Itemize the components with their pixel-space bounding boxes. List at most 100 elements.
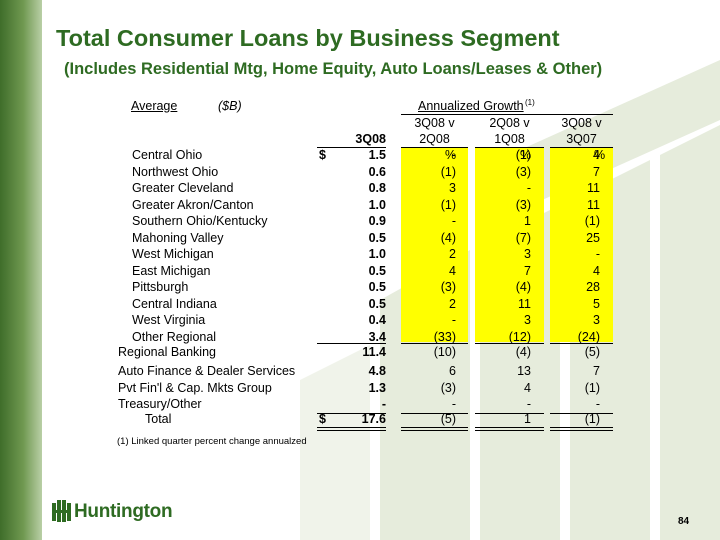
row-3q08-value: 0.8 [368, 181, 386, 195]
row-3q08-value: 0.5 [368, 296, 386, 311]
row-growth-3q08-2q08: 2 [449, 247, 456, 261]
subtotal-rule-col3 [475, 343, 544, 344]
row-growth-3q08-3q07: 11 [587, 181, 600, 195]
total-double-rule-col3 [475, 427, 544, 431]
row-growth-3q08-3q07: 28 [586, 280, 600, 294]
row-label: Central Ohio [132, 148, 203, 162]
row-growth-3q08-2q08: 4 [449, 263, 456, 278]
row-3q08-value: 0.9 [368, 214, 386, 228]
row-growth-3q08-2q08: (3) [440, 280, 456, 294]
row-growth-3q08-2q08: (4) [440, 230, 456, 245]
row-growth-2q08-1q08: - [526, 181, 531, 195]
row-3q08-value: 1.5 [368, 148, 386, 162]
total-double-rule-col4 [550, 427, 613, 431]
row-label: Greater Cleveland [132, 181, 234, 195]
row-3q08-value: 1.0 [368, 197, 386, 212]
row-growth-3q08-3q07: 4 [593, 263, 600, 278]
row-growth-3q08-3q07: (24) [577, 329, 600, 344]
row-label: Greater Akron/Canton [132, 197, 254, 212]
row-growth-3q08-3q07: 3 [593, 313, 600, 327]
row-growth-3q08-3q07: 11 [587, 197, 600, 212]
header-rule-col1 [317, 147, 386, 148]
row-growth-2q08-1q08: (4) [515, 345, 531, 359]
row-growth-3q08-2q08: - [451, 148, 456, 162]
page-subtitle: (Includes Residential Mtg, Home Equity, … [64, 60, 603, 78]
row-label: Regional Banking [118, 345, 216, 359]
row-growth-2q08-1q08: (3) [515, 197, 531, 212]
row-growth-2q08-1q08: (7) [515, 230, 531, 245]
header-rule-col3 [475, 147, 544, 148]
row-growth-3q08-2q08: - [451, 397, 456, 411]
row-label: East Michigan [132, 263, 211, 278]
row-3q08-value: 17.6 [361, 412, 386, 426]
row-3q08-value: 0.5 [368, 230, 386, 245]
total-top-rule-col3 [475, 413, 544, 414]
row-growth-3q08-3q07: 25 [586, 230, 600, 245]
row-3q08-value: 4.8 [368, 364, 386, 378]
header-3q08: 3Q08 [355, 132, 386, 146]
header-col2-a: 3Q08 v [414, 116, 455, 130]
row-growth-3q08-3q07: 4 [593, 148, 600, 162]
row-label: Northwest Ohio [132, 164, 219, 179]
header-growth-underline [401, 114, 613, 115]
header-col3-a: 2Q08 v [489, 116, 530, 130]
header-unit: ($B) [218, 99, 242, 113]
row-label: West Michigan [132, 247, 214, 261]
row-3q08-value: 0.5 [368, 263, 386, 278]
row-label: Mahoning Valley [132, 230, 224, 245]
row-growth-2q08-1q08: 3 [524, 247, 531, 261]
row-label: Treasury/Other [118, 397, 202, 411]
subtotal-rule-col2 [401, 343, 468, 344]
row-label: Auto Finance & Dealer Services [118, 364, 296, 378]
row-3q08-value: 0.6 [368, 164, 386, 179]
row-3q08-value: 0.4 [368, 313, 386, 327]
total-top-rule-col4 [550, 413, 613, 414]
row-growth-3q08-2q08: 2 [449, 296, 456, 311]
row-growth-3q08-3q07: (5) [584, 345, 600, 359]
page-title: Total Consumer Loans by Business Segment [56, 25, 560, 51]
row-growth-2q08-1q08: (4) [515, 280, 531, 294]
subtotal-rule-col1 [317, 343, 386, 344]
header-col4-b: 3Q07 [566, 132, 597, 146]
total-dollar-sign: $ [319, 412, 326, 426]
row-3q08-value: 3.4 [368, 329, 386, 344]
row-growth-3q08-3q07: - [595, 397, 600, 411]
row-growth-3q08-2q08: (3) [440, 380, 456, 395]
header-col4-a: 3Q08 v [561, 116, 602, 130]
row-growth-3q08-2q08: 6 [449, 364, 456, 378]
row-growth-3q08-2q08: (1) [440, 164, 456, 179]
row-growth-3q08-2q08: (5) [440, 412, 456, 426]
row-growth-2q08-1q08: 7 [524, 263, 531, 278]
row-growth-2q08-1q08: - [526, 397, 531, 411]
page-number: 84 [678, 516, 690, 527]
row-growth-3q08-3q07: 7 [593, 364, 600, 378]
row-growth-2q08-1q08: 3 [524, 313, 531, 327]
header-rule-col4 [550, 147, 613, 148]
row-growth-2q08-1q08: 11 [518, 296, 531, 311]
row-3q08-value: 11.4 [362, 345, 386, 359]
left-sidebar-bar [0, 0, 42, 540]
row-growth-3q08-2q08: (1) [440, 197, 456, 212]
row-growth-3q08-3q07: 7 [593, 164, 600, 179]
highlight-col-3 [475, 147, 544, 342]
row-label: Total [145, 412, 172, 426]
row-growth-3q08-3q07: (1) [584, 214, 600, 228]
row-3q08-value: - [381, 397, 386, 411]
row-growth-2q08-1q08: 1 [524, 214, 531, 228]
row-growth-3q08-3q07: (1) [584, 412, 600, 426]
percent-sign-col4: % [594, 148, 606, 162]
row-label: Other Regional [132, 329, 217, 344]
row-3q08-value: 0.5 [368, 280, 386, 294]
row-growth-3q08-3q07: (1) [584, 380, 600, 395]
total-double-rule-col1 [317, 427, 386, 431]
header-average: Average [131, 99, 178, 113]
total-double-rule-col2 [401, 427, 468, 431]
footnote: (1) Linked quarter percent change annual… [117, 436, 307, 447]
row-3q08-value: 1.0 [368, 247, 386, 261]
percent-sign-col2: % [445, 148, 457, 162]
highlight-col-4 [550, 147, 613, 342]
huntington-logo-icon [52, 500, 71, 522]
header-col3-b: 1Q08 [494, 132, 525, 146]
subtotal-rule-col4 [550, 343, 613, 344]
row-label: Southern Ohio/Kentucky [132, 214, 268, 228]
